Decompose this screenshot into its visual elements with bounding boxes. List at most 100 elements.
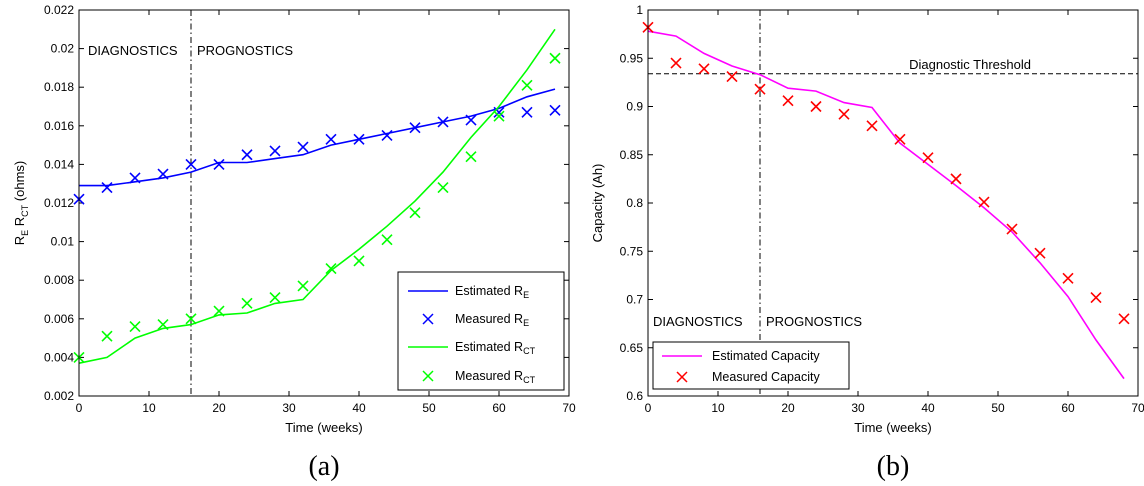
panel-a-plot-area	[73, 10, 561, 396]
panel-b-ticks: 0 10 20 30 40 50 60 70 0.6 0.65 0.7 0.75 0.8 0.85 0.9 0…	[620, 3, 1144, 415]
x-tick-label: 50	[991, 401, 1005, 415]
data-point-a-3	[381, 234, 393, 246]
y-tick-label: 0.012	[44, 196, 74, 210]
panel-a: 0 10 20 30 40 50 60 70 0.002 0.004 0.006 0.008 0.01 0…	[12, 3, 576, 482]
x-tick-label: 60	[1061, 401, 1075, 415]
data-point-b-1	[1118, 313, 1130, 325]
data-point-a-3	[129, 320, 141, 333]
panel-a-y-axis-label: RE RCT (ohms)	[12, 161, 30, 245]
panel-b-x-axis-label: Time (weeks)	[854, 420, 932, 435]
data-point-b-1	[1090, 292, 1102, 304]
panel-a-legend: Estimated RE Measured RE Estimated RCT M…	[397, 271, 565, 391]
panel-b-y-axis-label: Capacity (Ah)	[590, 164, 605, 243]
y-tick-label: 0.02	[51, 42, 75, 56]
data-point-a-1	[213, 158, 225, 170]
legend-label-sub: E	[523, 290, 529, 300]
data-point-a-3	[241, 297, 253, 309]
y-tick-label: 0.65	[620, 341, 644, 355]
legend-label: Measured R	[455, 369, 523, 383]
panel-a-axes-box	[78, 9, 570, 397]
y-tick-label: 0.6	[626, 389, 643, 403]
x-tick-label: 30	[282, 401, 296, 415]
legend-label: Estimated Capacity	[712, 349, 820, 363]
data-point-a-3	[269, 292, 281, 304]
data-point-a-1	[241, 149, 253, 161]
data-point-a-3	[465, 151, 477, 163]
legend-label-sub: E	[523, 318, 529, 328]
panel-a-prognostics-label: PROGNOSTICS	[197, 43, 293, 58]
legend-swatch-blue-x	[422, 313, 434, 325]
y-tick-label: 0.75	[620, 244, 644, 258]
data-point-a-1	[549, 104, 561, 116]
data-point-b-1	[670, 57, 682, 69]
data-point-a-3	[297, 280, 309, 292]
data-point-a-3	[157, 319, 169, 331]
legend-swatch-red-x	[676, 371, 688, 383]
legend-item-estimated-capacity: Estimated Capacity	[662, 349, 820, 363]
panel-b-legend: Estimated Capacity Measured Capacity	[652, 341, 850, 390]
panel-a-caption: (a)	[308, 451, 339, 482]
data-point-b-1	[726, 71, 738, 83]
data-point-a-1	[409, 122, 421, 134]
data-point-a-3	[213, 305, 225, 317]
data-point-b-1	[838, 108, 850, 120]
legend-label: Estimated R	[455, 284, 523, 298]
legend-item-measured-capacity: Measured Capacity	[676, 370, 820, 384]
data-point-a-1	[493, 106, 505, 118]
data-point-b-1	[1006, 223, 1018, 235]
y-tick-label: 0.006	[44, 312, 74, 326]
panel-b: 0 10 20 30 40 50 60 70 0.6 0.65 0.7 0.75 0.8 0.85 0.9 0…	[590, 3, 1144, 482]
legend-swatch-green-x	[422, 370, 434, 382]
x-tick-label: 30	[851, 401, 865, 415]
data-point-b-1	[950, 173, 962, 185]
y-tick-label: 0.008	[44, 273, 74, 287]
data-point-b-1	[978, 196, 990, 208]
y-tick-label: 0.014	[44, 157, 74, 171]
svg-text:Measured RE: Measured RE	[455, 312, 529, 328]
y-tick-label: 0.002	[44, 389, 74, 403]
data-point-b-1	[922, 152, 934, 164]
x-tick-label: 0	[76, 401, 83, 415]
data-point-a-3	[409, 207, 421, 219]
panel-b-diagnostics-label: DIAGNOSTICS	[653, 314, 743, 329]
legend-label: Measured Capacity	[712, 370, 820, 384]
data-point-a-1	[101, 181, 113, 194]
legend-item-estimated-rct: Estimated RCT	[408, 340, 536, 356]
data-point-b-1	[1034, 247, 1046, 259]
data-point-a-1	[381, 129, 393, 142]
data-point-a-1	[157, 168, 169, 180]
data-point-a-3	[185, 313, 197, 325]
legend-label-sub: CT	[523, 346, 535, 356]
y-tick-label: 0.01	[51, 235, 75, 249]
data-point-b-1	[1062, 272, 1074, 284]
panel-b-caption: (b)	[877, 451, 910, 482]
panel-a-x-axis-label: Time (weeks)	[285, 420, 363, 435]
panel-b-prognostics-label: PROGNOSTICS	[766, 314, 862, 329]
data-point-a-3	[549, 52, 561, 64]
data-point-b-1	[698, 63, 710, 75]
x-tick-label: 70	[1131, 401, 1144, 415]
series-line-b-0	[647, 30, 1125, 380]
x-tick-label: 50	[422, 401, 436, 415]
data-point-b-1	[754, 83, 766, 95]
y-tick-label: 0.018	[44, 80, 74, 94]
data-point-a-1	[437, 116, 449, 128]
y-tick-label: 0.022	[44, 3, 74, 17]
panel-a-ticks: 0 10 20 30 40 50 60 70 0.002 0.004 0.006 0.008 0.01 0…	[44, 3, 576, 415]
legend-label-sub: CT	[523, 375, 535, 385]
data-point-a-1	[353, 133, 365, 145]
y-tick-label: 0.9	[626, 100, 643, 114]
series-line-a-2	[78, 28, 556, 364]
data-point-a-1	[185, 158, 197, 170]
data-point-a-1	[297, 141, 309, 153]
data-point-a-3	[521, 79, 533, 91]
panel-b-threshold-label: Diagnostic Threshold	[909, 57, 1031, 72]
data-point-a-1	[325, 133, 337, 145]
y-tick-label: 0.016	[44, 119, 74, 133]
y-tick-label: 0.85	[620, 148, 644, 162]
y-tick-label: 0.7	[626, 293, 643, 307]
legend-item-measured-rct: Measured RCT	[422, 369, 536, 385]
y-tick-label: 0.95	[620, 51, 644, 65]
y-tick-label: 0.004	[44, 350, 74, 364]
